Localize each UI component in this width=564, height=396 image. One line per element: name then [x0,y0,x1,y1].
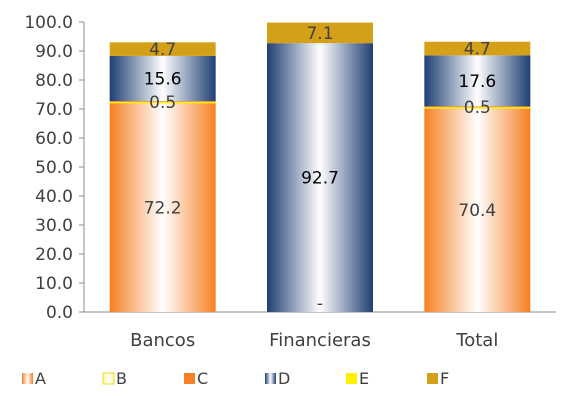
y-tick-label: 10.0 [35,274,73,294]
legend-label: B [116,369,127,388]
y-tick-label: 0.0 [46,303,73,323]
y-tick-label: 70.0 [35,100,73,120]
legend-swatch [265,373,276,384]
data-label: 15.6 [144,70,182,90]
legend-swatch [184,373,195,384]
data-label: 4.7 [464,40,491,60]
bar-segment-a [109,102,216,313]
bar-segment-f [267,22,373,44]
legend-item-d: D [265,369,290,388]
x-axis: Bancos Financieras Total [130,330,498,351]
y-tick-label: 60.0 [35,129,73,149]
data-label: 17.6 [458,72,496,92]
bar-segment-d [267,43,373,313]
legend-swatch [102,372,115,385]
data-label: 92.7 [301,169,339,189]
legend-item-f: F [427,369,449,388]
bar-segment-d [109,55,216,102]
legend-label: E [359,369,369,388]
legend-label: A [35,369,46,388]
data-label: 0.5 [149,93,176,113]
y-tick-label: 80.0 [35,71,73,91]
data-label: 72.2 [144,198,182,218]
legend: A B C D E F [22,369,449,388]
y-tick-label: 100.0 [24,13,73,33]
data-labels: 72.2 0.5 15.6 4.7 92.7 7.1 70.4 0.5 17.6 4.7 - [144,24,497,314]
legend-item-e: E [346,369,369,388]
legend-swatch [427,373,438,384]
data-label: 70.4 [458,201,496,221]
bar-segment-f [424,41,531,56]
legend-item-b: B [102,369,127,388]
data-label: 0.5 [464,98,491,118]
bar-segment-a [424,107,531,312]
legend-item-c: C [184,369,208,388]
legend-label: F [440,369,449,388]
legend-swatch [346,373,357,384]
x-tick-label: Total [455,330,498,351]
bars [109,22,531,313]
y-tick-label: 50.0 [35,158,73,178]
legend-swatch [22,373,33,384]
bar-segment-d [424,55,531,107]
data-label: 4.7 [149,40,176,60]
x-tick-label: Financieras [269,330,371,351]
y-tick-label: 30.0 [35,216,73,236]
x-tick-label: Bancos [130,330,195,351]
y-tick-label: 20.0 [35,245,73,265]
y-tick-label: 90.0 [35,42,73,62]
y-tick-label: 40.0 [35,187,73,207]
legend-label: C [197,369,208,388]
data-label: 7.1 [306,24,333,44]
legend-item-a: A [22,369,46,388]
annotation-label: - [317,294,323,314]
legend-label: D [278,369,290,388]
bar-segment-f [109,42,216,56]
